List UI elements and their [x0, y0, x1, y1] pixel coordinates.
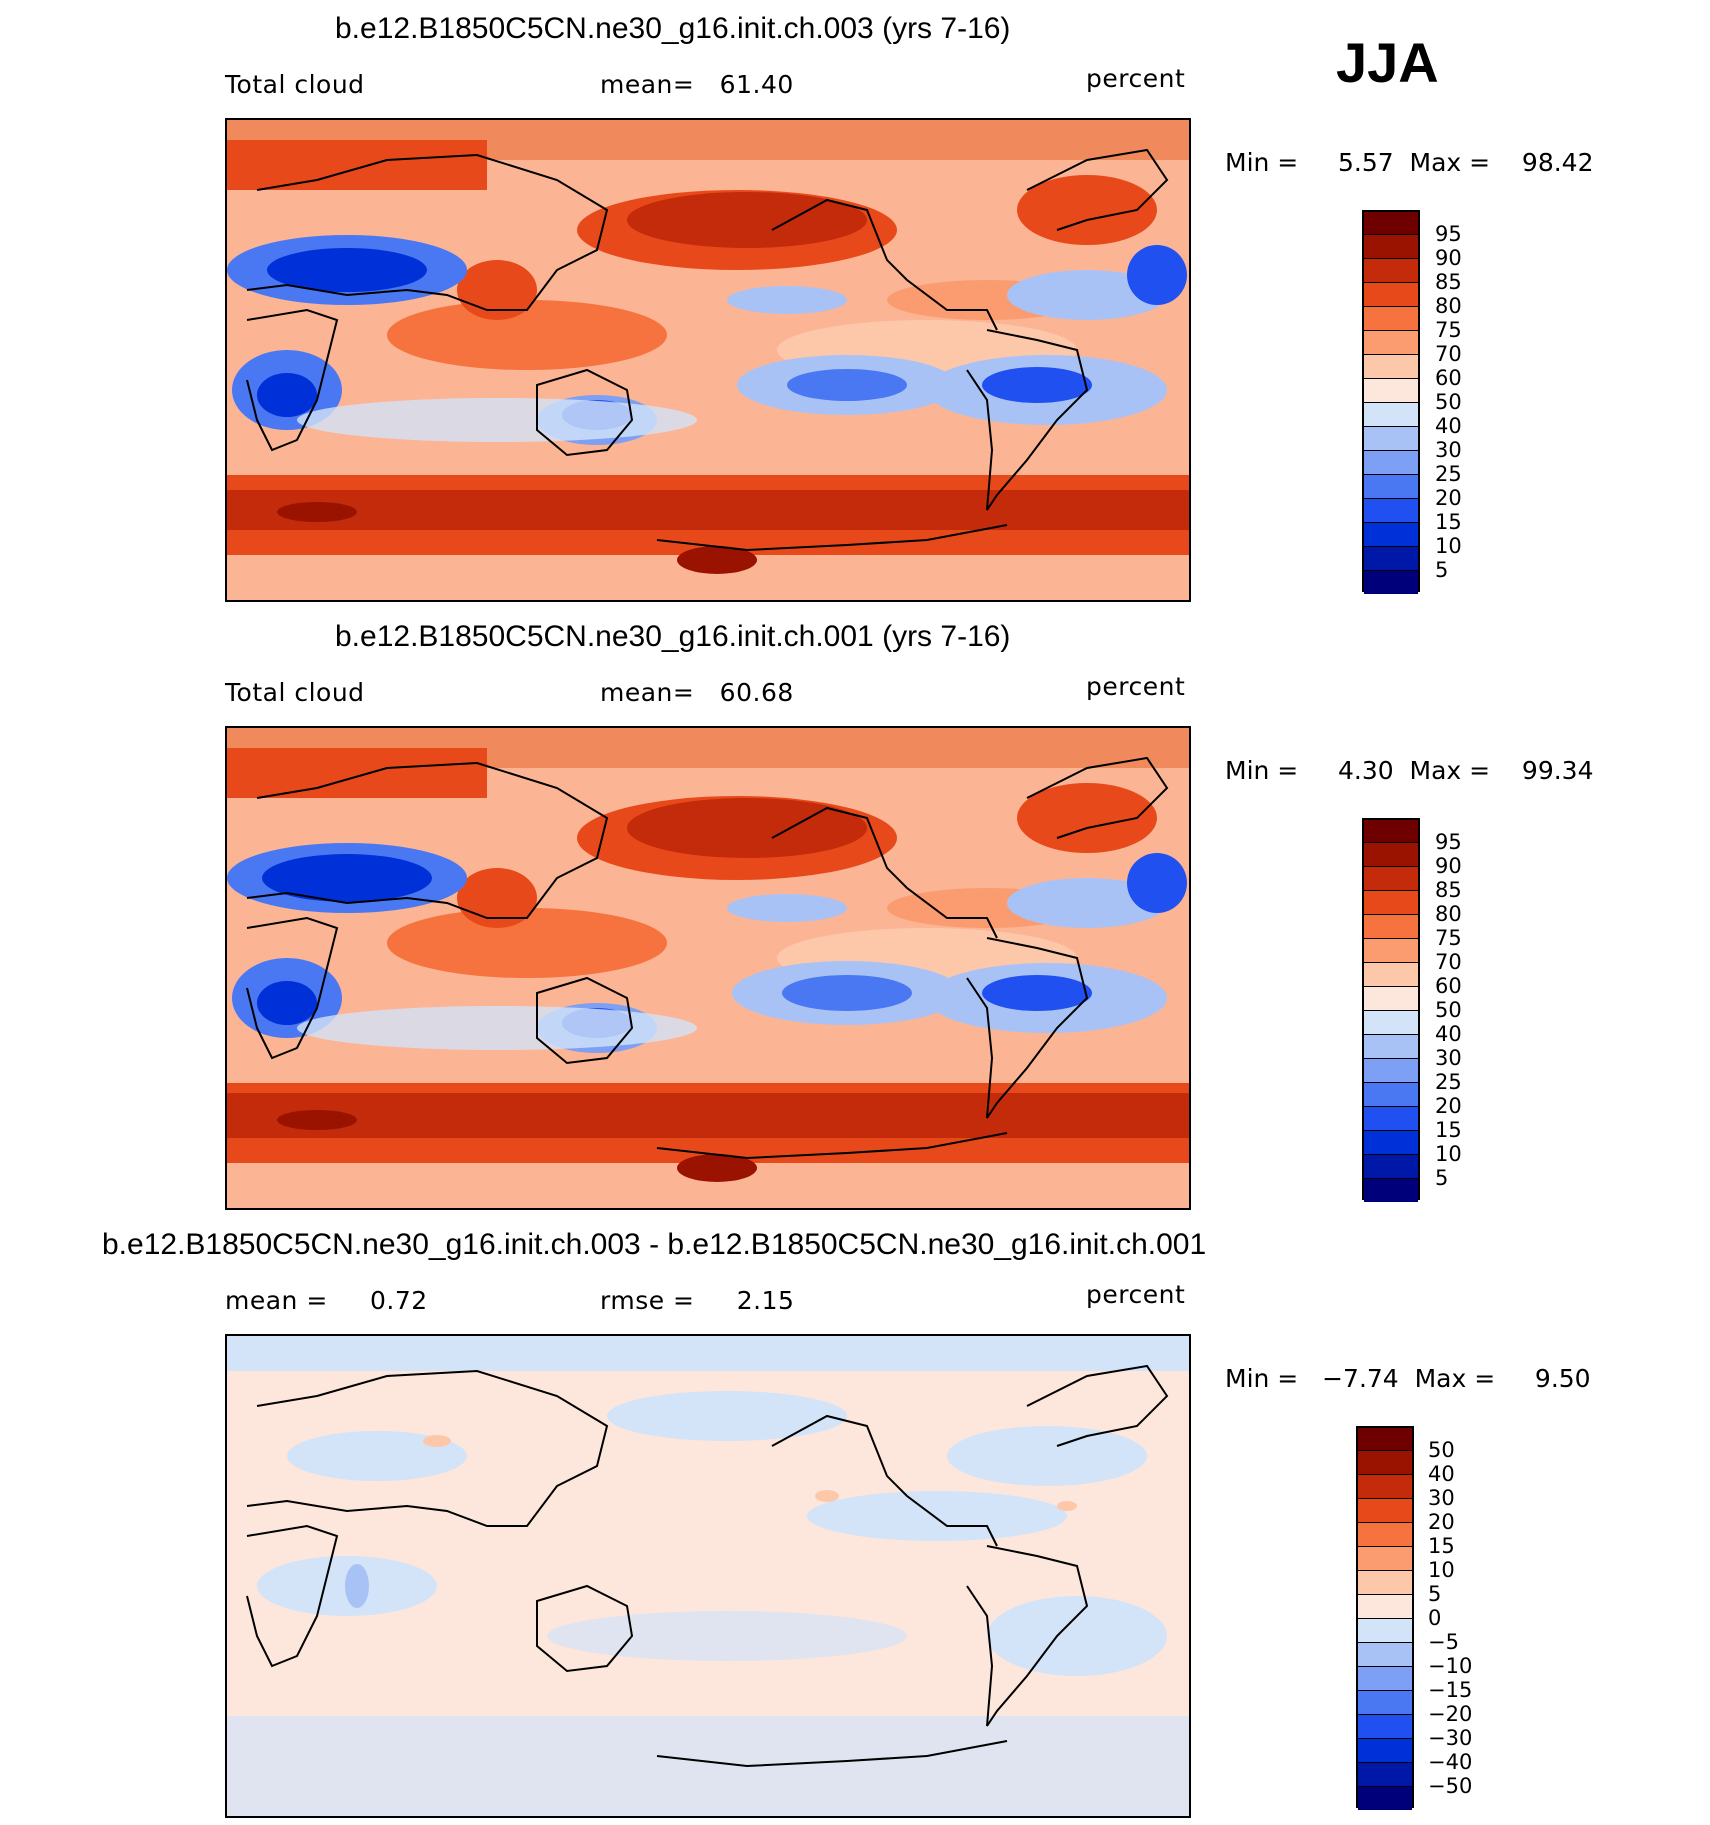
- colorbar-tick-label: −50: [1428, 1774, 1473, 1798]
- panel-2-map: [225, 726, 1191, 1210]
- colorbar-tick-label: 40: [1428, 1462, 1455, 1486]
- panel-3-mean-label: mean = 0.72: [225, 1286, 428, 1315]
- panel-2-title: b.e12.B1850C5CN.ne30_g16.init.ch.001 (yr…: [335, 620, 1011, 653]
- colorbar-tick-label: 10: [1435, 1142, 1462, 1166]
- colorbar-tick-label: 10: [1428, 1558, 1455, 1582]
- colorbar-tick-label: 80: [1435, 902, 1462, 926]
- colorbar-tick-label: −40: [1428, 1750, 1473, 1774]
- colorbar-tick-label: 5: [1428, 1582, 1442, 1606]
- panel-2-units-label: percent: [1086, 672, 1186, 701]
- colorbar-tick-label: 50: [1428, 1438, 1455, 1462]
- colorbar-tick-label: 75: [1435, 318, 1462, 342]
- panel-1-variable-label: Total cloud: [225, 70, 365, 99]
- colorbar-tick-label: 40: [1435, 1022, 1462, 1046]
- colorbar-tick-label: 70: [1435, 342, 1462, 366]
- colorbar-tick-label: 5: [1435, 558, 1449, 582]
- colorbar-tick-label: 70: [1435, 950, 1462, 974]
- colorbar-tick-label: 95: [1435, 830, 1462, 854]
- panel-3-map-field: [227, 1336, 1189, 1816]
- colorbar-tick-label: −20: [1428, 1702, 1473, 1726]
- colorbar-tick-label: 20: [1428, 1510, 1455, 1534]
- colorbar-tick-label: 25: [1435, 462, 1462, 486]
- panel-2-minmax: Min = 4.30 Max = 99.34: [1225, 756, 1594, 785]
- panel-2-mean-label: mean= 60.68: [600, 678, 794, 707]
- colorbar-tick-label: 15: [1428, 1534, 1455, 1558]
- colorbar-tick-label: −15: [1428, 1678, 1473, 1702]
- colorbar-tick-label: −30: [1428, 1726, 1473, 1750]
- colorbar-tick-label: 25: [1435, 1070, 1462, 1094]
- colorbar-tick-label: 50: [1435, 998, 1462, 1022]
- colorbar-tick-label: 20: [1435, 1094, 1462, 1118]
- colorbar-tick-label: 95: [1435, 222, 1462, 246]
- panel-1-colorbar: [1362, 210, 1420, 594]
- colorbar-tick-label: 0: [1428, 1606, 1442, 1630]
- panel-1-units-label: percent: [1086, 64, 1186, 93]
- colorbar-tick-label: 90: [1435, 854, 1462, 878]
- panel-3-rmse-label: rmse = 2.15: [600, 1286, 795, 1315]
- season-label: JJA: [1336, 31, 1439, 94]
- panel-2-colorbar: [1362, 818, 1420, 1202]
- panel-3-minmax: Min = −7.74 Max = 9.50: [1225, 1364, 1591, 1393]
- panel-2-map-field: [227, 728, 1189, 1208]
- colorbar-tick-label: 60: [1435, 974, 1462, 998]
- panel-1-minmax: Min = 5.57 Max = 98.42: [1225, 148, 1594, 177]
- colorbar-tick-label: 5: [1435, 1166, 1449, 1190]
- colorbar-tick-label: 10: [1435, 534, 1462, 558]
- panel-1-mean-label: mean= 61.40: [600, 70, 794, 99]
- colorbar-tick-label: −5: [1428, 1630, 1459, 1654]
- colorbar-tick-label: 60: [1435, 366, 1462, 390]
- panel-2-variable-label: Total cloud: [225, 678, 365, 707]
- panel-3-map: [225, 1334, 1191, 1818]
- colorbar-tick-label: 90: [1435, 246, 1462, 270]
- panel-3-title: b.e12.B1850C5CN.ne30_g16.init.ch.003 - b…: [102, 1228, 1207, 1261]
- colorbar-tick-label: 20: [1435, 486, 1462, 510]
- colorbar-tick-label: −10: [1428, 1654, 1473, 1678]
- colorbar-tick-label: 80: [1435, 294, 1462, 318]
- colorbar-tick-label: 15: [1435, 510, 1462, 534]
- colorbar-tick-label: 50: [1435, 390, 1462, 414]
- colorbar-tick-label: 85: [1435, 270, 1462, 294]
- colorbar-tick-label: 75: [1435, 926, 1462, 950]
- colorbar-tick-label: 30: [1428, 1486, 1455, 1510]
- panel-1-map-field: [227, 120, 1189, 600]
- panel-3-units-label: percent: [1086, 1280, 1186, 1309]
- colorbar-tick-label: 15: [1435, 1118, 1462, 1142]
- colorbar-tick-label: 40: [1435, 414, 1462, 438]
- panel-3-colorbar: [1356, 1426, 1414, 1810]
- colorbar-tick-label: 30: [1435, 1046, 1462, 1070]
- colorbar-tick-label: 30: [1435, 438, 1462, 462]
- panel-1-title: b.e12.B1850C5CN.ne30_g16.init.ch.003 (yr…: [335, 12, 1011, 45]
- panel-1-map: [225, 118, 1191, 602]
- colorbar-tick-label: 85: [1435, 878, 1462, 902]
